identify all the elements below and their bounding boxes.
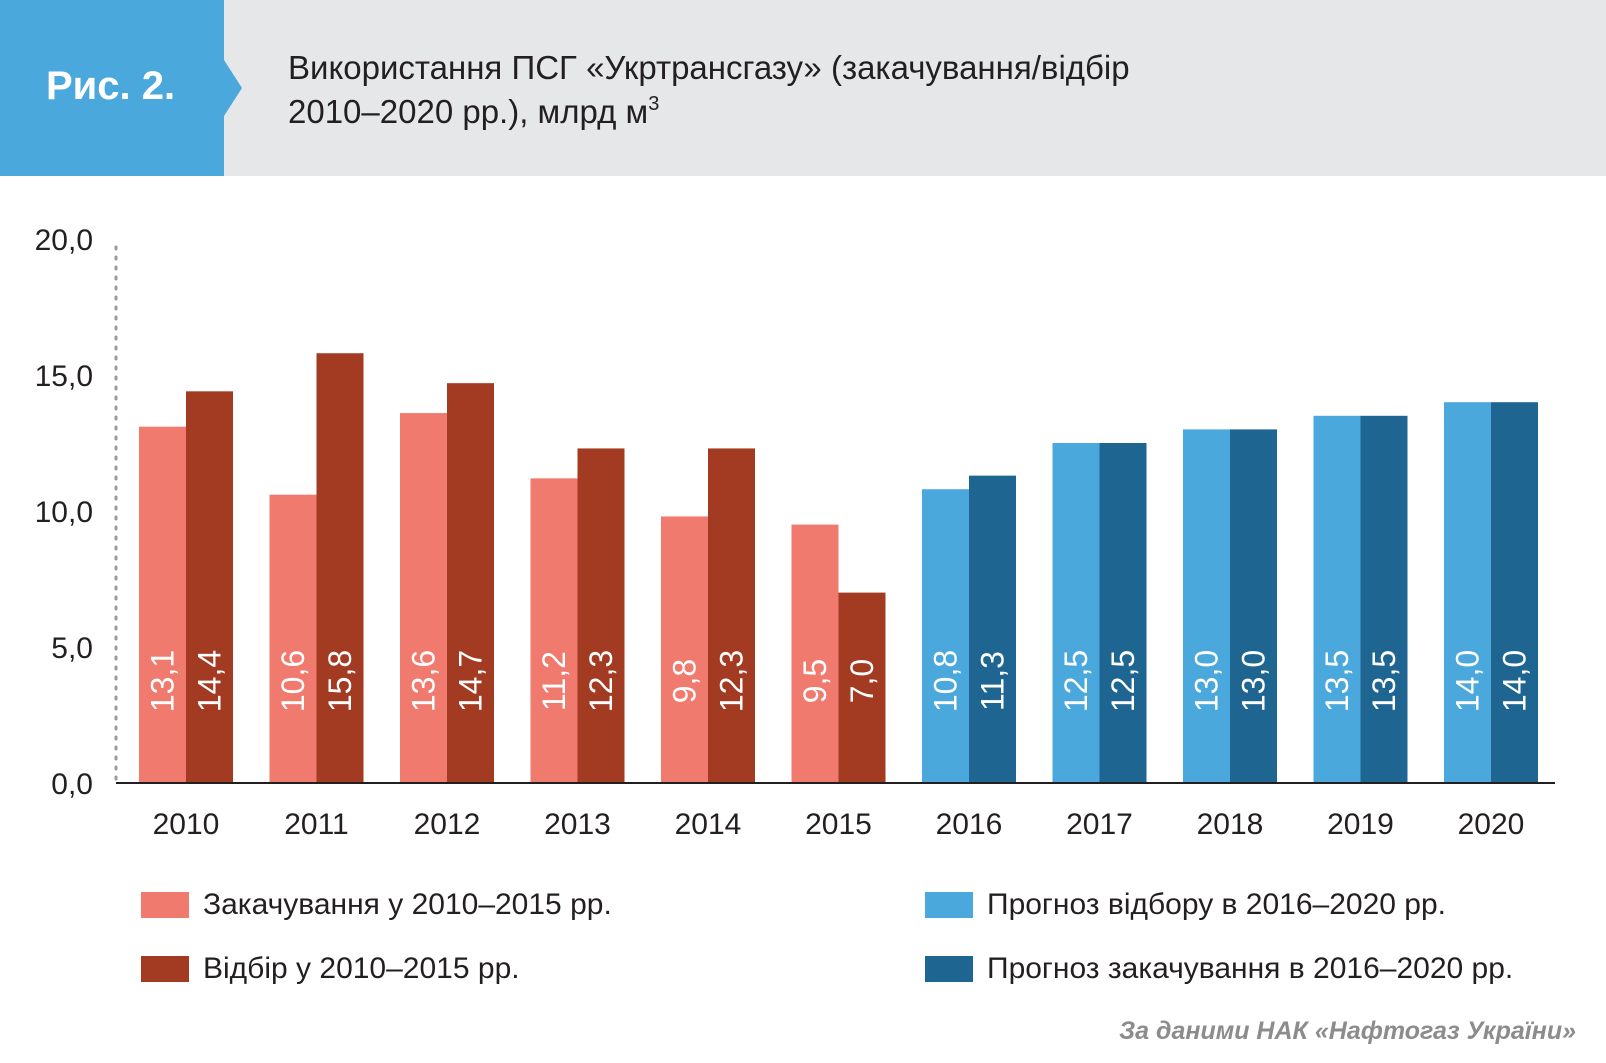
x-tick-label: 2011 [284, 808, 349, 836]
bar-value-label: 9,8 [667, 659, 703, 703]
bar-left [922, 489, 969, 783]
bar-left [1052, 443, 1100, 783]
bar-value-label: 15,8 [322, 650, 358, 712]
bar-value-label: 13,0 [1189, 650, 1225, 712]
legend-swatch-injection-forecast [925, 956, 973, 982]
bar-right [577, 448, 625, 783]
bar-right [316, 353, 364, 783]
legend-swatch-withdrawal-historic [141, 956, 189, 982]
legend-swatch-injection-historic [141, 892, 189, 918]
bar-right [1230, 429, 1277, 783]
figure-badge: Рис. 2. [0, 0, 242, 176]
bar-value-label: 12,5 [1058, 650, 1094, 712]
chart-title-line2-text: 2010–2020 рр.), млрд м [288, 93, 649, 130]
y-tick-label: 10,0 [35, 496, 93, 529]
bar-value-label: 9,5 [797, 659, 833, 703]
chart-title: Використання ПСГ «Укртрансгазу» (закачув… [288, 46, 1538, 134]
bar-value-label: 14,4 [192, 650, 228, 712]
bar-right [447, 383, 494, 783]
bar-value-label: 12,3 [714, 650, 750, 712]
bar-right [969, 475, 1016, 783]
y-tick-label: 15,0 [35, 360, 93, 393]
bar-value-label: 11,2 [536, 651, 572, 711]
bar-value-label: 14,0 [1497, 650, 1533, 712]
x-tick-label: 2018 [1197, 808, 1264, 836]
bar-left [661, 516, 708, 783]
legend-item-injection-forecast: Прогноз закачування в 2016–2020 рр. [925, 949, 1513, 989]
badge-shape [0, 0, 242, 176]
x-tick-label: 2012 [414, 808, 481, 836]
bar-right [1491, 402, 1538, 783]
bar-value-label: 14,7 [453, 650, 489, 712]
y-axis: 0,0 5,0 10,0 15,0 20,0 [35, 224, 118, 801]
bar-value-label: 13,5 [1366, 650, 1402, 712]
bar-right [838, 592, 886, 783]
bar-value-label: 13,5 [1319, 650, 1355, 712]
bar-right [1099, 443, 1147, 783]
figure-header: Рис. 2. Використання ПСГ «Укртрансгазу» … [0, 0, 1606, 176]
legend-swatch-withdrawal-forecast [925, 892, 973, 918]
legend-label-injection-historic: Закачування у 2010–2015 рр. [203, 888, 612, 921]
bar-value-label: 10,6 [275, 650, 311, 712]
y-tick-label: 5,0 [51, 632, 93, 665]
y-tick-label: 20,0 [35, 224, 93, 257]
chart-title-line1: Використання ПСГ «Укртрансгазу» (закачув… [288, 49, 1130, 86]
bar-value-label: 13,6 [406, 650, 442, 712]
bar-right [1360, 415, 1408, 783]
bar-right [186, 391, 233, 783]
bar-left [1444, 402, 1491, 783]
bar-left [139, 426, 186, 783]
bar-value-label: 13,0 [1236, 650, 1272, 712]
bar-left [791, 524, 839, 783]
source-note: За даними НАК «Нафтогаз України» [1119, 1017, 1576, 1045]
legend-item-injection-historic: Закачування у 2010–2015 рр. [141, 885, 612, 925]
bar-value-label: 14,0 [1450, 650, 1486, 712]
bar-left [1313, 415, 1361, 783]
x-tick-label: 2013 [544, 808, 611, 836]
bar-value-label: 12,3 [583, 650, 619, 712]
bar-left [1183, 429, 1230, 783]
legend-label-withdrawal-forecast: Прогноз відбору в 2016–2020 рр. [987, 888, 1447, 921]
legend-label-withdrawal-historic: Відбір у 2010–2015 рр. [203, 952, 520, 985]
bar-left [530, 478, 578, 783]
x-tick-label: 2010 [153, 808, 220, 836]
x-tick-label: 2017 [1066, 808, 1133, 836]
bar-value-label: 11,3 [975, 651, 1011, 711]
bar-chart: 0,05,010,015,020,0 13,1 14,4 10,6 15,8 13,6 1… [35, 224, 1555, 836]
chart-title-superscript: 3 [648, 93, 660, 115]
legend-label-injection-forecast: Прогноз закачування в 2016–2020 рр. [987, 952, 1514, 985]
legend-item-withdrawal-forecast: Прогноз відбору в 2016–2020 рр. [925, 885, 1446, 925]
bar-left [400, 413, 447, 783]
x-tick-label: 2016 [936, 808, 1003, 836]
bar-value-label: 13,1 [145, 650, 181, 712]
bar-series: 13,1 14,4 10,6 15,8 13,6 14,7 11,2 12,3 9,8 12,3 9… [139, 353, 1538, 783]
bar-value-label: 10,8 [928, 650, 964, 712]
y-tick-label: 0,0 [51, 768, 93, 801]
bar-right [708, 448, 755, 783]
chart-title-line2: 2010–2020 рр.), млрд м3 [288, 90, 1538, 134]
x-axis: 2010 2011 2012 2013 2014 2015 2016 2017 2018 2019… [116, 782, 1555, 836]
x-tick-label: 2020 [1458, 808, 1525, 836]
bar-value-label: 7,0 [844, 659, 880, 703]
legend-item-withdrawal-historic: Відбір у 2010–2015 рр. [141, 949, 520, 989]
figure-label: Рис. 2. [46, 64, 176, 108]
bar-value-label: 12,5 [1105, 650, 1141, 712]
x-tick-label: 2015 [805, 808, 872, 836]
x-tick-label: 2014 [675, 808, 742, 836]
x-tick-label: 2019 [1327, 808, 1394, 836]
bar-left [269, 494, 317, 783]
